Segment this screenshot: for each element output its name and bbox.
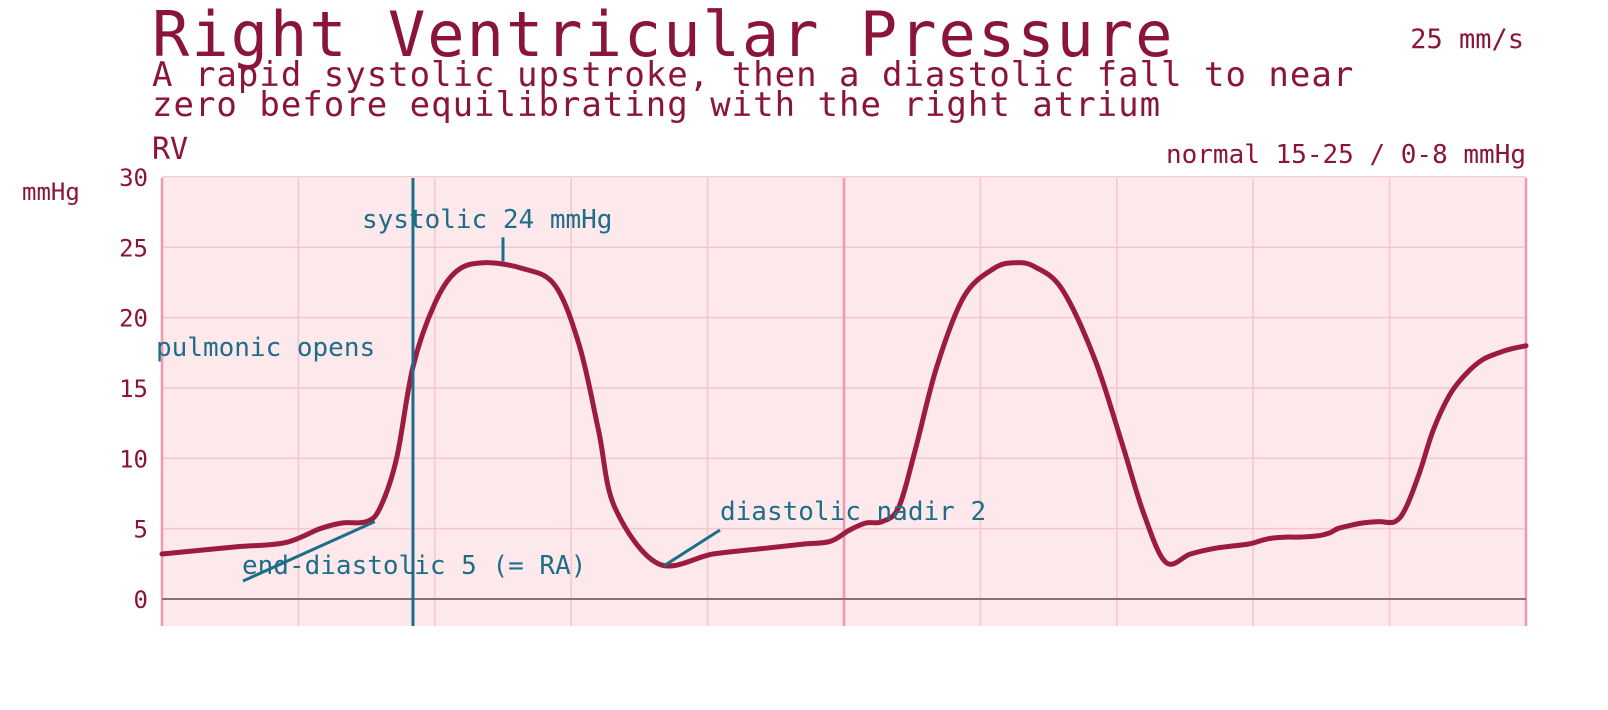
normal-range-label: normal 15-25 / 0-8 mmHg [1165, 140, 1526, 170]
lead-label: RV [152, 132, 189, 167]
paper-speed-label: 25 mm/s [1410, 24, 1524, 55]
chart-subtitle: A rapid systolic upstroke, then a diasto… [152, 55, 1355, 125]
annotation-leader-end-diastolic [242, 520, 376, 583]
y-tick-label: 25 [119, 234, 148, 262]
annotation-diastolic-nadir: diastolic nadir 2 [720, 497, 986, 527]
subtitle-line-2: zero before equilibrating with the right… [152, 85, 1162, 125]
series-line-rv [159, 260, 1529, 569]
y-tick-labels: 0 5 10 15 20 25 30 [119, 164, 148, 614]
y-tick-label: 0 [134, 586, 148, 614]
y-tick-label: 5 [134, 516, 148, 544]
annotation-leader-diastolic-nadir [663, 528, 721, 568]
chart-title: Right Ventricular Pressure [152, 0, 1175, 71]
y-tick-label: 15 [119, 375, 148, 403]
y-tick-label: 20 [119, 305, 148, 333]
annotation-systolic: systolic 24 mmHg [362, 205, 612, 235]
y-tick-label: 30 [119, 164, 148, 192]
y-tick-label: 10 [119, 445, 148, 473]
annotations: systolic 24 mmHg pulmonic opens end-diasto… [156, 178, 986, 626]
annotation-end-diastolic: end-diastolic 5 (= RA) [242, 551, 586, 581]
y-axis-unit-label: mmHg [22, 178, 80, 206]
annotation-pulmonic-opens: pulmonic opens [156, 333, 375, 363]
subtitle-line-1: A rapid systolic upstroke, then a diasto… [152, 55, 1355, 95]
